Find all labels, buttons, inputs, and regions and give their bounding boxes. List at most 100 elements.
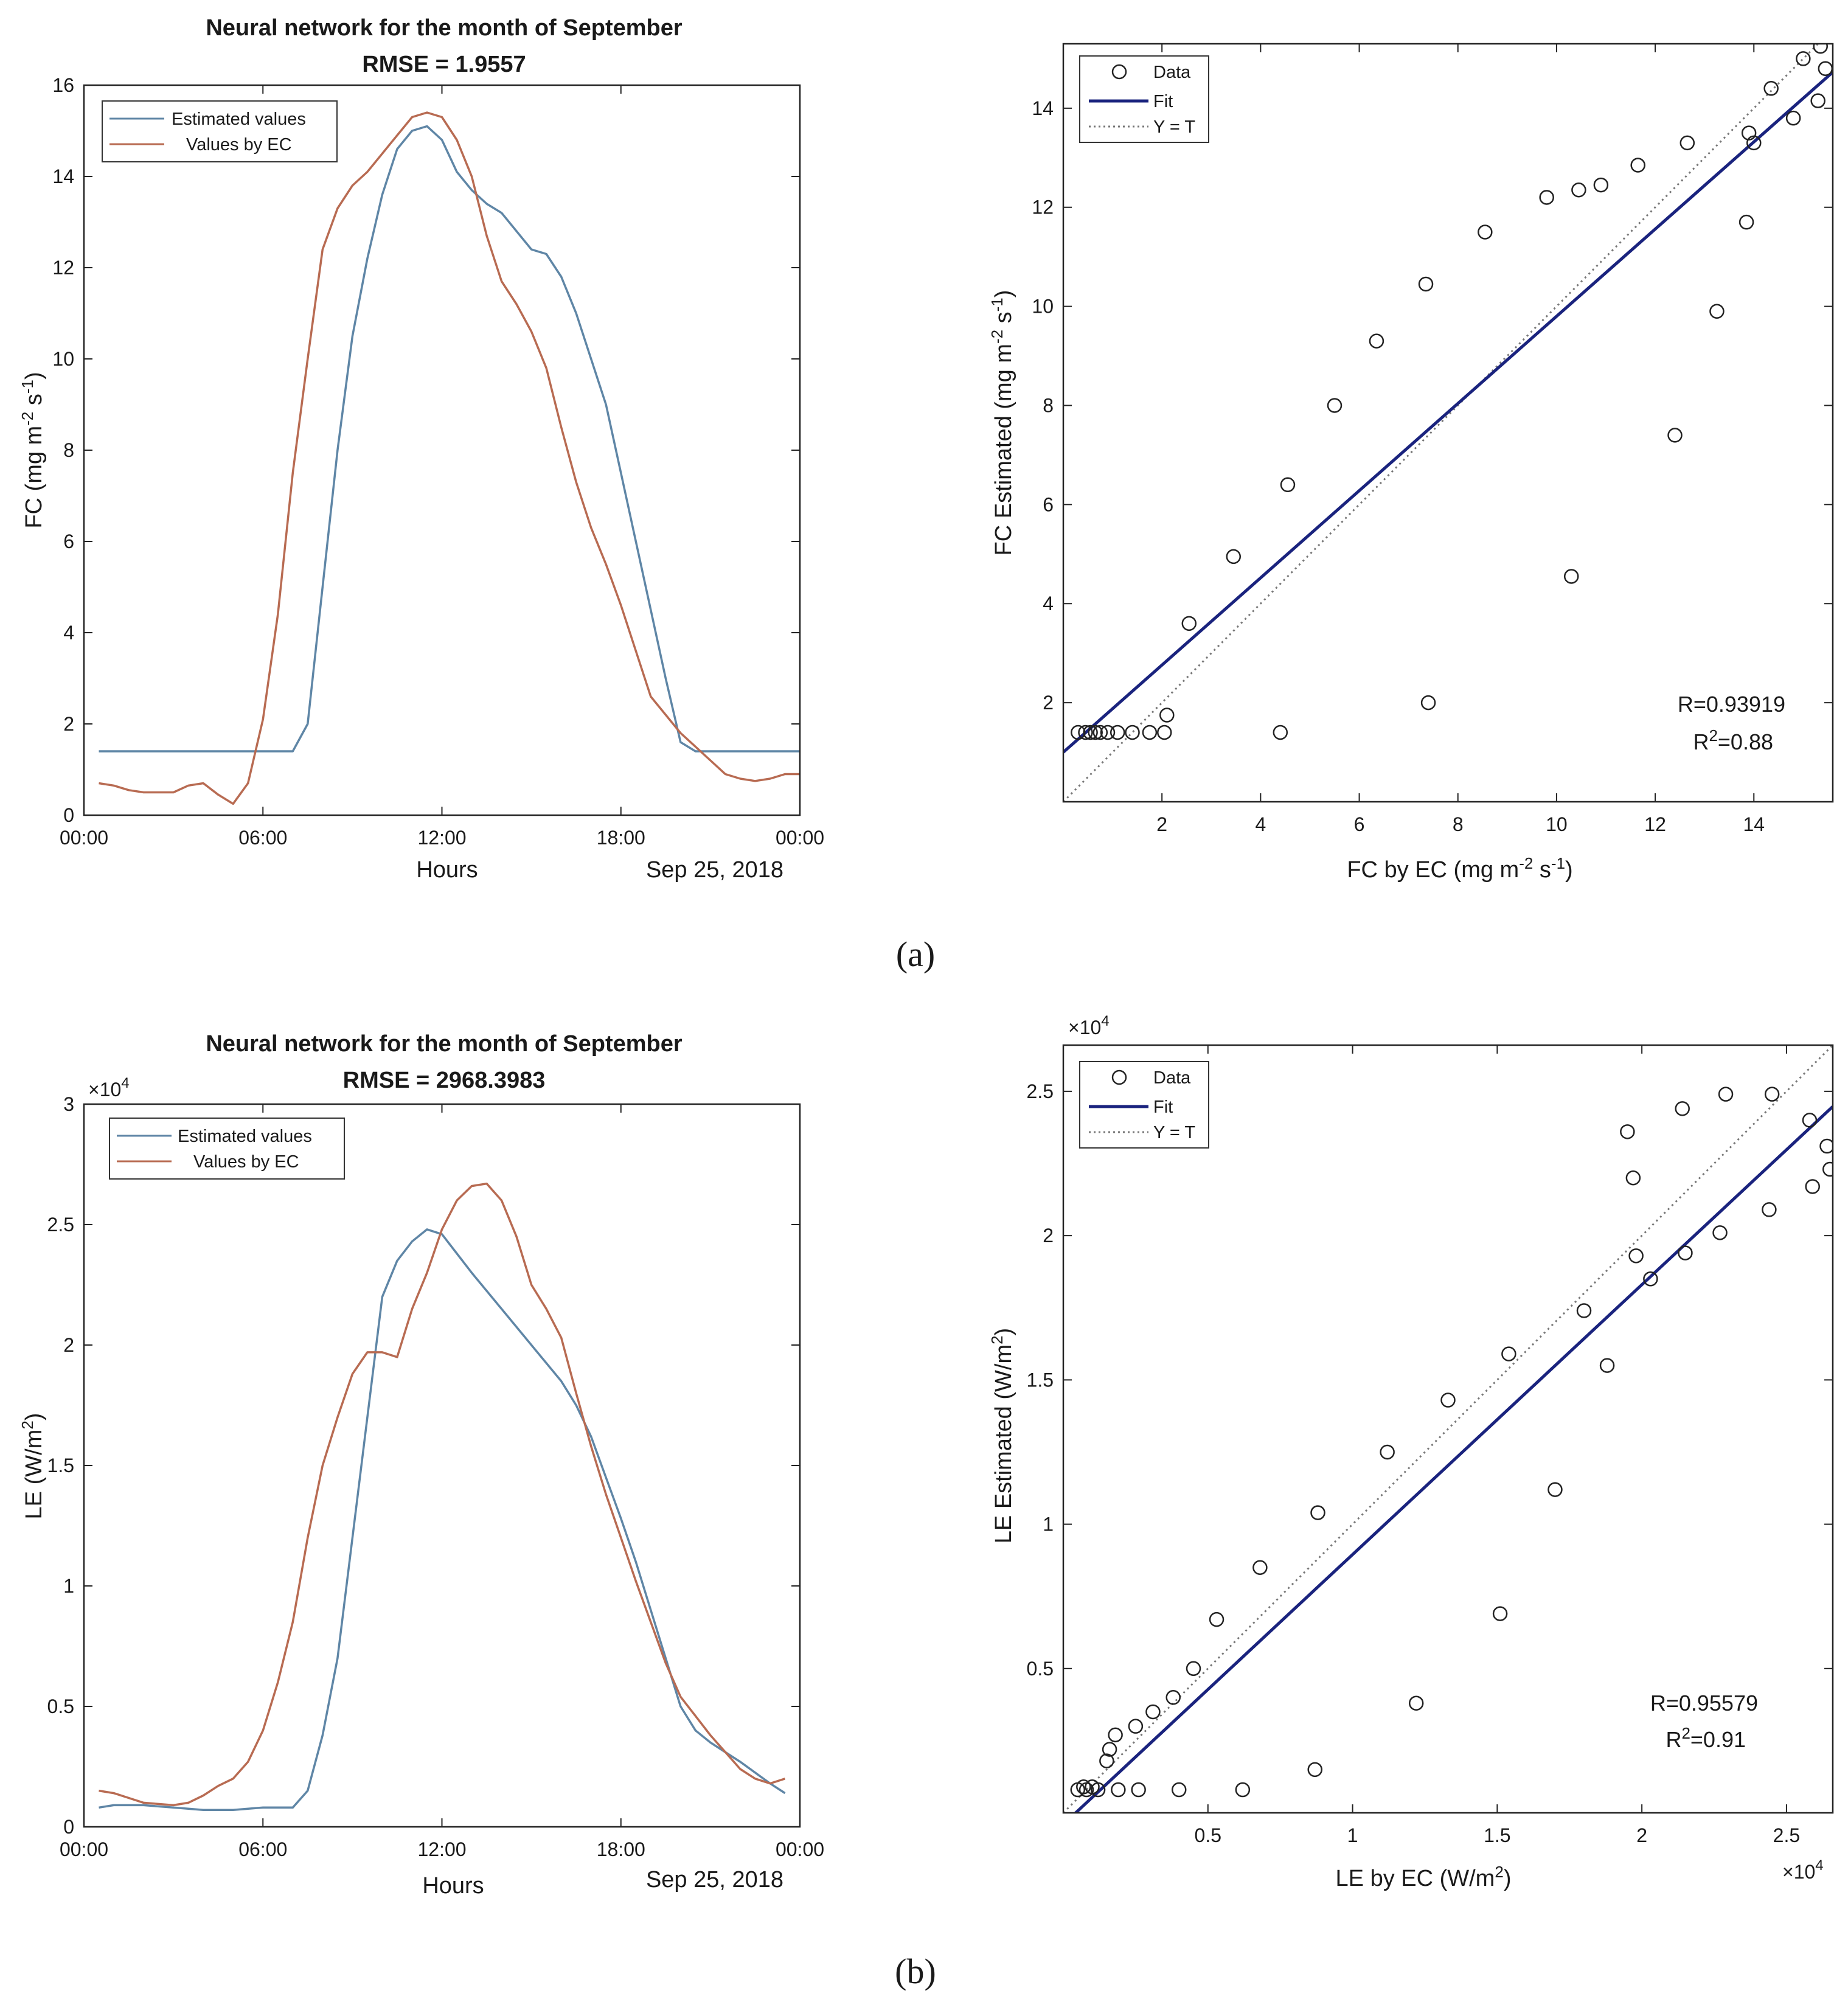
identity-line: [1063, 44, 1819, 802]
legend-label-identity: Y = T: [1153, 117, 1195, 137]
data-point: [1819, 1138, 1833, 1154]
data-point: [1078, 725, 1093, 740]
legend-box: [109, 1118, 345, 1180]
y-axis-label: LE (W/m2): [18, 1413, 47, 1520]
y-tick-label: 10: [52, 348, 74, 370]
data-point: [1307, 1762, 1322, 1778]
y-exponent: ×104: [1068, 1013, 1110, 1038]
y-tick-label: 1.5: [1027, 1369, 1054, 1391]
y-axis-label: FC (mg m-2 s-1): [18, 372, 47, 528]
plot-frame: [83, 1103, 801, 1828]
x-axis-label: LE by EC (W/m2): [1336, 1863, 1512, 1891]
fit-line: [1063, 71, 1833, 754]
y-tick-label: 2: [63, 713, 74, 735]
x-tick-label: 00:00: [60, 1838, 108, 1860]
tick-labels: 0.5 1 1.5 2 2.5 0.5 1 1.5 2 2.5: [1027, 1080, 1801, 1846]
legend-label-fit: Fit: [1153, 1097, 1173, 1117]
data-point: [1678, 1245, 1693, 1260]
data-point: [1576, 1303, 1592, 1318]
y-tick-label: 8: [63, 439, 74, 461]
axis-ticks: [83, 85, 801, 816]
scatter-clip-group: [1063, 1045, 1833, 1813]
data-point: [1071, 725, 1086, 740]
legend-label-ec: Values by EC: [186, 135, 292, 155]
r2-annotation: R2=0.88: [1693, 726, 1773, 754]
x-tick-label: 12:00: [417, 1838, 466, 1860]
panel-label-b: (b): [895, 1952, 936, 1991]
series-line-ec: [99, 1182, 786, 1807]
data-point: [1675, 1101, 1690, 1116]
data-point: [1181, 616, 1197, 631]
x-tick-label: 18:00: [597, 827, 645, 849]
data-point: [1076, 1779, 1091, 1795]
data-point: [1563, 569, 1579, 584]
y-tick-label: 3: [63, 1093, 74, 1115]
legend: Estimated values Values by EC: [102, 100, 338, 162]
r-annotation: R=0.95579: [1650, 1691, 1758, 1716]
legend-label-estimated: Estimated values: [172, 110, 306, 129]
x-tick-label: 06:00: [238, 1838, 287, 1860]
identity-line: [1063, 1045, 1833, 1813]
data-point: [1628, 1248, 1644, 1264]
y-tick-label: 6: [63, 530, 74, 552]
data-point: [1643, 1271, 1658, 1287]
x-tick-label: 12:00: [417, 827, 466, 849]
x-tick-label: 8: [1453, 813, 1464, 835]
y-tick-label: 2: [1043, 692, 1054, 714]
data-point: [1680, 135, 1695, 151]
series-line-estimated: [99, 125, 800, 753]
data-point: [1099, 1753, 1114, 1768]
chart-title: Neural network for the month of Septembe…: [206, 15, 683, 41]
y-tick-label: 1.5: [47, 1455, 74, 1476]
legend-label-data: Data: [1153, 1068, 1191, 1088]
x-tick-label: 00:00: [776, 1838, 824, 1860]
data-point: [1785, 110, 1801, 126]
x-tick-label: 0.5: [1195, 1824, 1221, 1846]
x-tick-label: 06:00: [238, 827, 287, 849]
data-point: [1746, 135, 1762, 151]
data-point: [1762, 1202, 1777, 1217]
legend-label-identity: Y = T: [1153, 1123, 1195, 1142]
y-tick-label: 4: [63, 622, 74, 644]
data-point: [1492, 1606, 1508, 1621]
x-axis-label: FC by EC (mg m-2 s-1): [1347, 854, 1572, 883]
data-point: [1252, 1560, 1268, 1575]
data-point: [1088, 725, 1103, 740]
data-point: [1712, 1225, 1728, 1240]
y-axis-label: FC Estimated (mg m-2 s-1): [988, 290, 1016, 556]
axis-ticks: [1063, 1045, 1833, 1813]
data-point: [1156, 725, 1172, 740]
x-tick-label: 2: [1156, 813, 1167, 835]
legend-label-data: Data: [1153, 63, 1191, 82]
legend: Data Fit Y = T: [1079, 1061, 1209, 1149]
data-point: [1165, 1689, 1181, 1705]
data-point: [1125, 725, 1140, 740]
chart-a-scatter: 2 4 6 8 10 12 14 2 4 6 8 10 12 14 FC Estimated (mg m-…: [988, 43, 1834, 883]
data-point: [1667, 428, 1683, 443]
data-point: [1159, 707, 1175, 723]
r-annotation: R=0.93919: [1678, 692, 1785, 717]
data-point: [1310, 1505, 1325, 1520]
data-point: [1110, 725, 1125, 740]
series-line-ec: [99, 111, 800, 805]
plot-frame: [83, 84, 801, 816]
y-tick-label: 1: [1043, 1514, 1054, 1535]
data-point: [1599, 1358, 1615, 1373]
series-layer: [99, 111, 800, 805]
data-point: [1369, 333, 1384, 349]
x-tick-label: 6: [1354, 813, 1365, 835]
chart-b-scatter: ×104 0.5 1 1.5 2 2.5 0.5 1 1.5 2 2.5 ×104 LE Esti…: [988, 1013, 1834, 1891]
y-axis-label: LE Estimated (W/m2): [988, 1328, 1016, 1543]
data-point: [1822, 1161, 1833, 1177]
data-point: [1813, 44, 1828, 54]
y-tick-label: 14: [52, 165, 74, 187]
legend-swatch-data: [1111, 1069, 1127, 1085]
data-point: [1408, 1695, 1424, 1711]
data-point: [1805, 1179, 1820, 1194]
data-point: [1818, 61, 1833, 76]
data-point: [1083, 725, 1098, 740]
y-tick-label: 0.5: [1027, 1658, 1054, 1680]
y-tick-label: 6: [1043, 493, 1054, 515]
x-tick-label: 2.5: [1773, 1824, 1800, 1846]
